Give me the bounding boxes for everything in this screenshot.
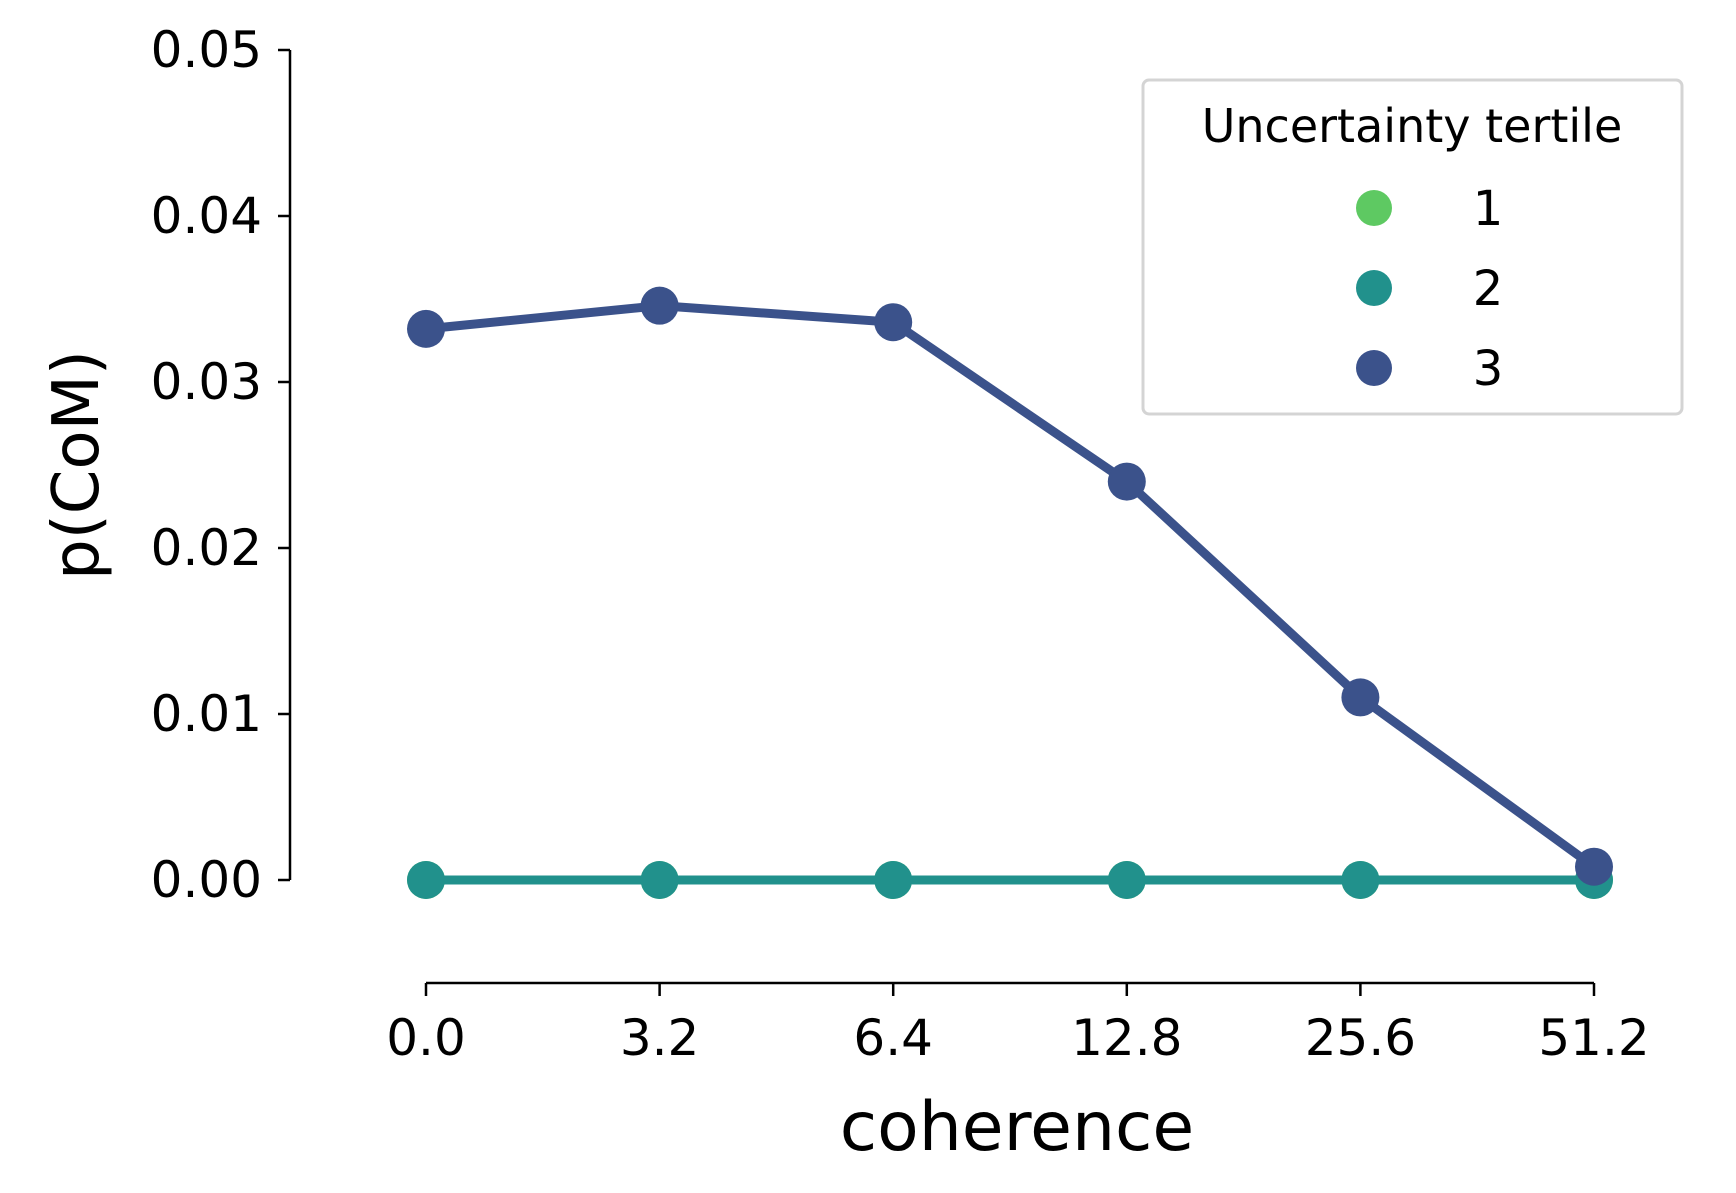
- legend: Uncertainty tertile 1 2 3: [1141, 78, 1684, 416]
- legend-marker: [1356, 190, 1392, 226]
- legend-title: Uncertainty tertile: [1202, 99, 1623, 153]
- legend-label: 1: [1473, 181, 1504, 237]
- y-tick-label: 0.04: [151, 187, 262, 245]
- y-tick-label: 0.01: [151, 685, 262, 743]
- data-point: [874, 303, 913, 342]
- data-point: [1575, 847, 1613, 886]
- y-tick-label: 0.05: [151, 21, 262, 79]
- x-tick-label: 12.8: [1071, 1009, 1182, 1067]
- data-point: [407, 861, 445, 899]
- x-tick-label: 3.2: [620, 1009, 700, 1067]
- legend-label: 2: [1473, 261, 1504, 317]
- legend-entries: 1 2 3: [1356, 181, 1503, 397]
- y-axis: 0.00 0.01 0.02 0.03 0.04 0.05: [151, 21, 292, 909]
- data-point: [640, 286, 679, 325]
- y-tick-label: 0.00: [151, 851, 262, 909]
- series-line: [425, 301, 1597, 871]
- data-point: [1341, 678, 1380, 717]
- legend-label: 3: [1473, 341, 1504, 397]
- y-tick-label: 0.02: [151, 519, 262, 577]
- series-3: [407, 286, 1613, 886]
- plot-series: [407, 286, 1613, 899]
- series-2: [407, 861, 1613, 899]
- legend-marker: [1356, 270, 1392, 306]
- legend-marker: [1356, 350, 1392, 386]
- y-axis-label: p(CoM): [40, 350, 114, 580]
- x-tick-label: 25.6: [1305, 1009, 1416, 1067]
- y-tick-label: 0.03: [151, 353, 262, 411]
- data-point: [640, 861, 679, 899]
- legend-frame: [1141, 78, 1684, 416]
- data-point: [1107, 861, 1146, 899]
- x-axis: 0.0 3.2 6.4 12.8 25.6 51.2: [386, 981, 1650, 1067]
- x-axis-label: coherence: [840, 1088, 1195, 1167]
- x-tick-label: 0.0: [386, 1009, 466, 1067]
- x-tick-label: 51.2: [1538, 1009, 1649, 1067]
- x-tick-label: 6.4: [853, 1009, 933, 1067]
- data-point: [1107, 462, 1146, 501]
- data-point: [1341, 861, 1380, 899]
- data-point: [407, 309, 445, 348]
- data-point: [874, 861, 913, 899]
